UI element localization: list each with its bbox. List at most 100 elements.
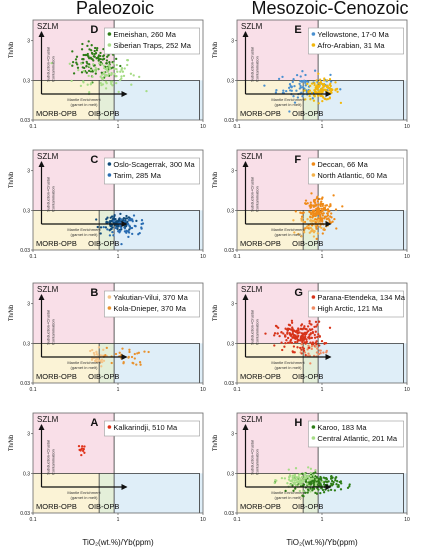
point-G-s0 (313, 325, 316, 329)
label-szlm: SZLM (37, 152, 59, 161)
point-F-s1 (309, 219, 312, 222)
point-H-s0 (284, 489, 287, 493)
point-D-s1 (96, 67, 99, 71)
point-C-s1 (127, 231, 131, 234)
point-G-s1 (303, 351, 307, 354)
legend-marker (311, 43, 316, 47)
point-E-s1 (315, 85, 318, 88)
point-G-s0 (300, 348, 303, 351)
point-G-s0 (292, 334, 295, 337)
point-B-s0 (100, 360, 104, 364)
y-tick-label: 0.3 (23, 471, 30, 477)
point-H-s1 (293, 479, 296, 482)
legend-box (308, 27, 404, 55)
point-B-s1 (135, 363, 138, 366)
point-F-s0 (324, 204, 327, 207)
point-A-s0 (83, 451, 86, 454)
subduction-arrowhead (38, 424, 45, 430)
point-H-s0 (322, 491, 326, 494)
label-mantle: Mantle Enrichment (garnet in melt) (271, 97, 305, 107)
legend-entry: Yellowstone, 17-0 Ma (317, 30, 389, 39)
legend-box (104, 420, 200, 437)
x-tick-label: 1 (117, 387, 120, 393)
legend-marker (107, 425, 112, 429)
x-tick-label: 10 (404, 254, 410, 260)
point-D-s1 (68, 62, 71, 65)
label-morb-opb: MORB-OPB (240, 239, 281, 248)
legend-entry: Karoo, 183 Ma (317, 423, 367, 432)
point-H-s1 (295, 480, 299, 484)
point-E-s0 (293, 101, 297, 104)
point-E-s0 (301, 86, 305, 89)
point-F-s1 (316, 232, 320, 235)
point-G-s0 (280, 341, 283, 344)
point-F-s0 (330, 212, 333, 215)
label-oib-opb: OIB-OPB (88, 372, 119, 381)
x-tick-label: 1 (117, 254, 120, 260)
point-B-s1 (127, 356, 130, 359)
legend-marker (311, 425, 316, 429)
point-D-s1 (103, 74, 107, 77)
point-G-s0 (285, 339, 288, 342)
point-H-s0 (306, 491, 309, 494)
point-H-s1 (302, 477, 306, 480)
point-E-s1 (304, 98, 307, 101)
y-axis-label: Th/Nb (213, 171, 219, 188)
point-F-s0 (333, 217, 336, 221)
point-D-s0 (81, 42, 84, 46)
point-D-s1 (91, 75, 94, 78)
region-oib-opb (99, 343, 203, 383)
region-oib-opb (99, 210, 203, 250)
point-B-s0 (100, 358, 104, 361)
point-G-s1 (315, 351, 319, 354)
point-B-s0 (98, 359, 101, 362)
point-E-s0 (292, 78, 295, 81)
subduction-arrowhead (242, 424, 249, 430)
point-G-s0 (286, 336, 290, 340)
y-tick-label: 0.03 (20, 248, 30, 254)
region-szlm (237, 413, 319, 474)
point-E-s0 (293, 84, 296, 88)
point-H-s0 (327, 489, 330, 492)
label-subduction: Subduction+CrustalContamination (46, 440, 56, 475)
point-H-s1 (293, 473, 297, 477)
legend-marker (311, 162, 316, 166)
point-E-s1 (323, 79, 326, 82)
point-D-s1 (105, 66, 109, 69)
point-B-s1 (128, 350, 131, 354)
point-F-s1 (308, 226, 311, 229)
label-subduction: Subduction+CrustalContamination (46, 47, 56, 82)
y-tick-label: 0.3 (227, 208, 234, 214)
x-tick-label: 10 (200, 254, 206, 260)
point-D-s1 (104, 87, 108, 90)
mantle-arrowhead (121, 221, 128, 227)
point-D-s0 (88, 57, 91, 60)
point-D-s0 (81, 66, 84, 69)
point-D-s1 (93, 69, 96, 72)
subduction-arrowhead (38, 161, 45, 167)
point-G-s0 (286, 341, 290, 344)
point-E-s1 (307, 90, 310, 93)
point-F-s1 (300, 235, 303, 238)
point-D-s1 (70, 79, 73, 83)
point-C-s1 (131, 232, 134, 236)
point-A-s0 (83, 445, 86, 448)
point-D-s1 (104, 80, 108, 83)
subduction-arrowhead (242, 31, 249, 37)
point-H-s1 (301, 480, 304, 483)
point-C-s1 (118, 231, 121, 234)
point-B-s1 (118, 351, 121, 354)
point-D-s1 (100, 62, 103, 66)
point-F-s0 (304, 202, 308, 206)
point-F-s0 (320, 200, 323, 203)
point-D-s1 (111, 84, 114, 87)
point-F-s0 (313, 205, 316, 208)
point-F-s0 (304, 199, 308, 202)
label-mantle: Mantle Enrichment (garnet in melt) (67, 97, 101, 107)
point-E-s1 (322, 96, 325, 99)
point-F-s0 (320, 207, 323, 210)
point-C-s0 (113, 214, 116, 217)
point-F-s0 (302, 211, 305, 214)
point-G-s0 (309, 328, 312, 332)
point-E-s0 (277, 77, 281, 81)
